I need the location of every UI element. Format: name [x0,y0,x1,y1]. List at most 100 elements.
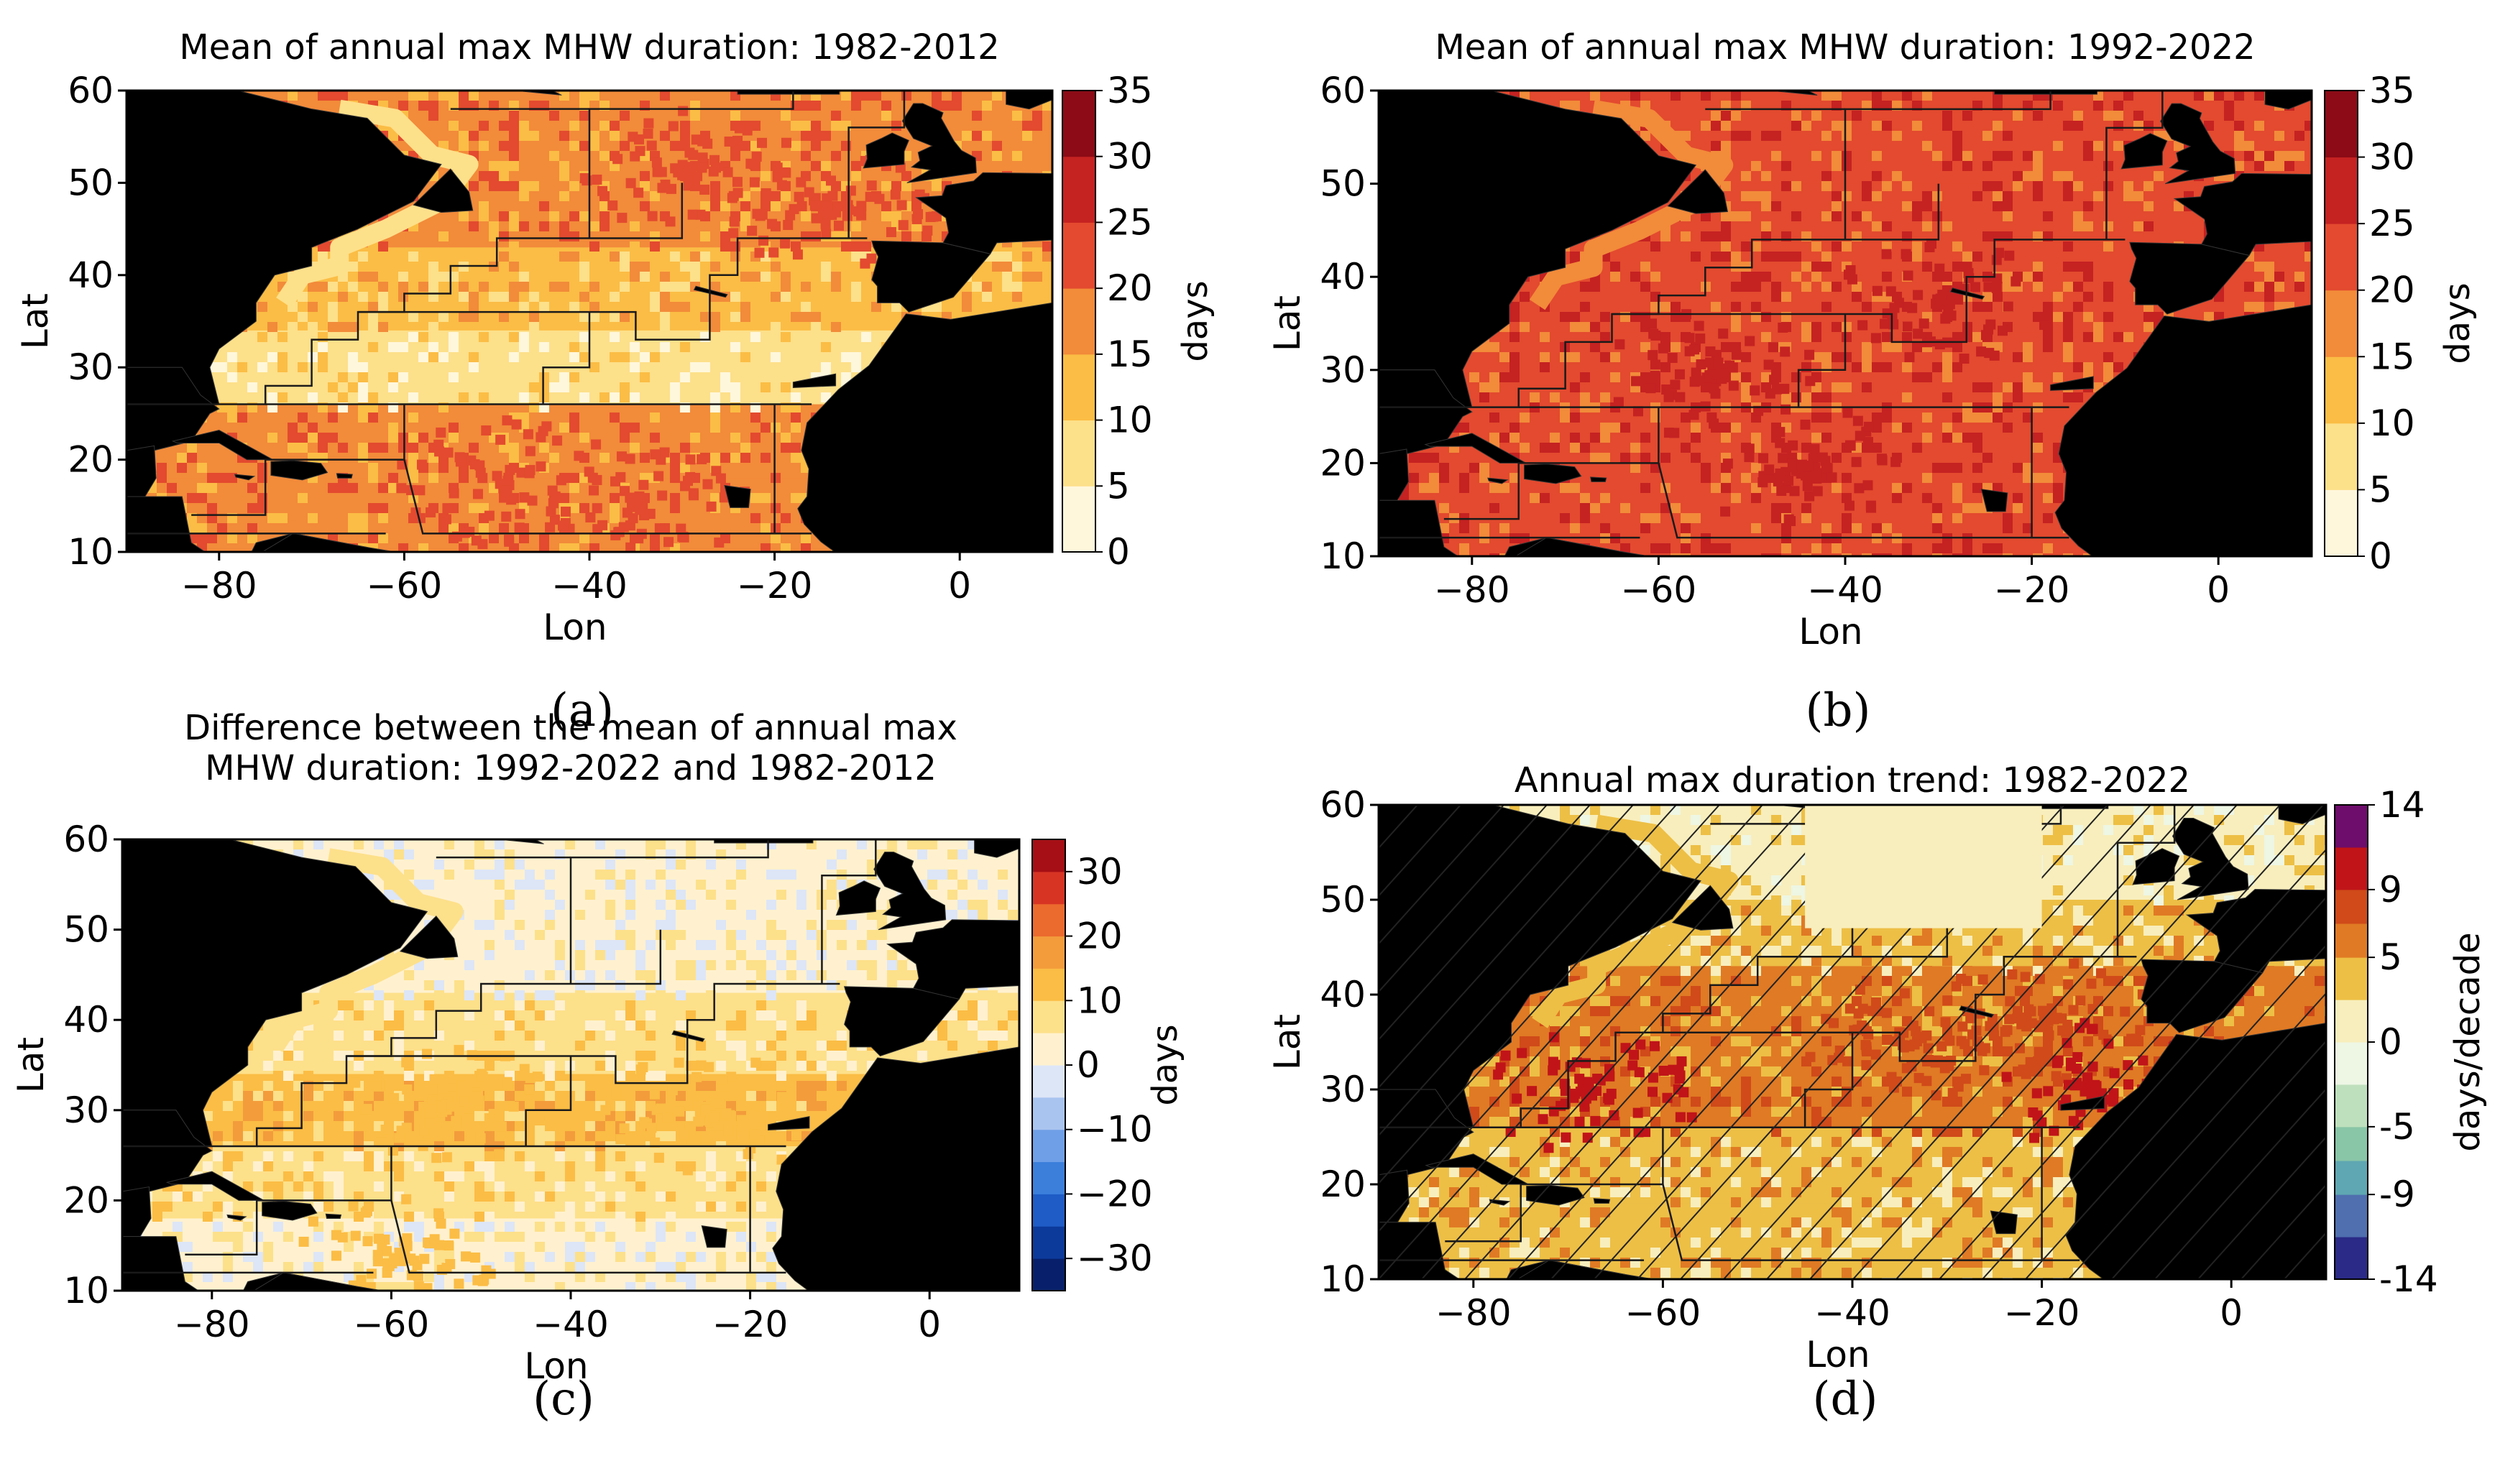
field-cell [625,880,635,890]
field-cell [1590,282,1600,292]
field-cell [213,1151,223,1161]
hotspot-cell [438,1311,448,1321]
field-cell [1022,121,1032,131]
field-cell [2083,292,2093,302]
field-cell [2023,151,2033,161]
field-cell [666,880,676,890]
field-cell [2003,151,2013,161]
hotspot-cell [1983,282,1994,292]
field-cell [1660,231,1671,241]
field-cell [1982,161,1993,171]
field-cell [1429,453,1439,463]
field-cell [1932,211,1942,221]
field-cell [233,1131,243,1141]
field-cell [1721,342,1731,352]
field-cell [1942,161,1952,171]
field-cell [988,990,998,1000]
field-cell [730,312,740,322]
field-cell [545,990,555,1000]
field-cell [484,1192,495,1202]
field-cell [2133,111,2143,121]
field-cell [676,1091,686,1101]
field-cell [364,1161,374,1171]
field-cell [861,241,871,252]
field-cell [484,1101,495,1111]
field-cell [398,342,408,352]
hotspot-cell [1783,475,1794,486]
panel-title: Difference between the mean of annual ma… [184,708,957,748]
field-cell [1942,372,1952,382]
field-cell [837,920,847,930]
field-cell [213,1131,223,1141]
coastal-band [276,99,479,308]
field-cell [781,382,791,392]
field-cell [1902,423,1912,433]
hotspot-cell [865,191,876,202]
field-cell [796,960,806,970]
hotspot-cell [1670,379,1681,390]
field-cell [298,362,308,372]
field-cell [2174,141,2184,151]
colorbar-segment [2325,157,2358,224]
field-cell [1771,201,1781,211]
field-cell [917,849,927,859]
colorbar-tick-label: 5 [2369,469,2392,510]
hotspot-cell [772,172,783,183]
field-cell [972,131,982,141]
field-cell [1751,191,1761,201]
field-cell [489,181,499,191]
field-cell [947,849,957,859]
field-cell [1952,332,1962,342]
field-cell [1681,231,1691,241]
land-jamaica [1487,477,1509,484]
field-cell [1842,241,1852,252]
field-cell [1540,493,1550,503]
field-cell [519,392,529,402]
hotspot-cell [1994,247,2005,258]
field-cell [495,1181,505,1192]
hotspot-cell [1803,461,1814,471]
field-cell [223,1252,233,1262]
land-canaries [768,1115,810,1130]
field-cell [484,1171,495,1181]
field-cell [303,1091,313,1101]
field-cell [579,111,589,121]
field-cell [394,1010,404,1020]
field-cell [1932,523,1942,533]
field-cell [841,372,851,382]
field-cell [368,392,378,402]
field-cell [358,362,368,372]
field-cell [630,362,640,372]
hotspot-cell [516,467,527,478]
field-cell [2254,282,2264,292]
field-cell [283,1051,293,1061]
field-cell [1761,201,1771,211]
field-cell [656,1232,666,1242]
field-cell [495,880,505,890]
field-cell [670,252,680,262]
field-cell [2274,151,2284,161]
hotspot-cell [638,479,649,490]
field-cell [1751,161,1761,171]
field-cell [257,332,267,342]
field-cell [827,1051,837,1061]
hotspot-cell [1890,456,1901,467]
land-greenlandTip [1770,91,1818,96]
field-cell [183,1242,193,1252]
field-cell [831,121,841,131]
field-cell [525,1262,535,1272]
field-cell [1942,423,1952,433]
field-cell [449,121,459,131]
field-cell [1751,463,1761,473]
field-cell [656,900,666,910]
field-cell [1711,141,1721,151]
colorbar-segment [2325,290,2358,357]
field-cell [505,1232,515,1242]
hotspot-cell [662,1112,673,1123]
colorbar-tick-label: 35 [1107,70,1153,111]
hotspot-cell [1775,468,1786,479]
field-cell [2013,503,2023,513]
map-area [1379,91,2312,556]
field-cell [656,1222,666,1232]
hotspot-cell [519,492,530,503]
